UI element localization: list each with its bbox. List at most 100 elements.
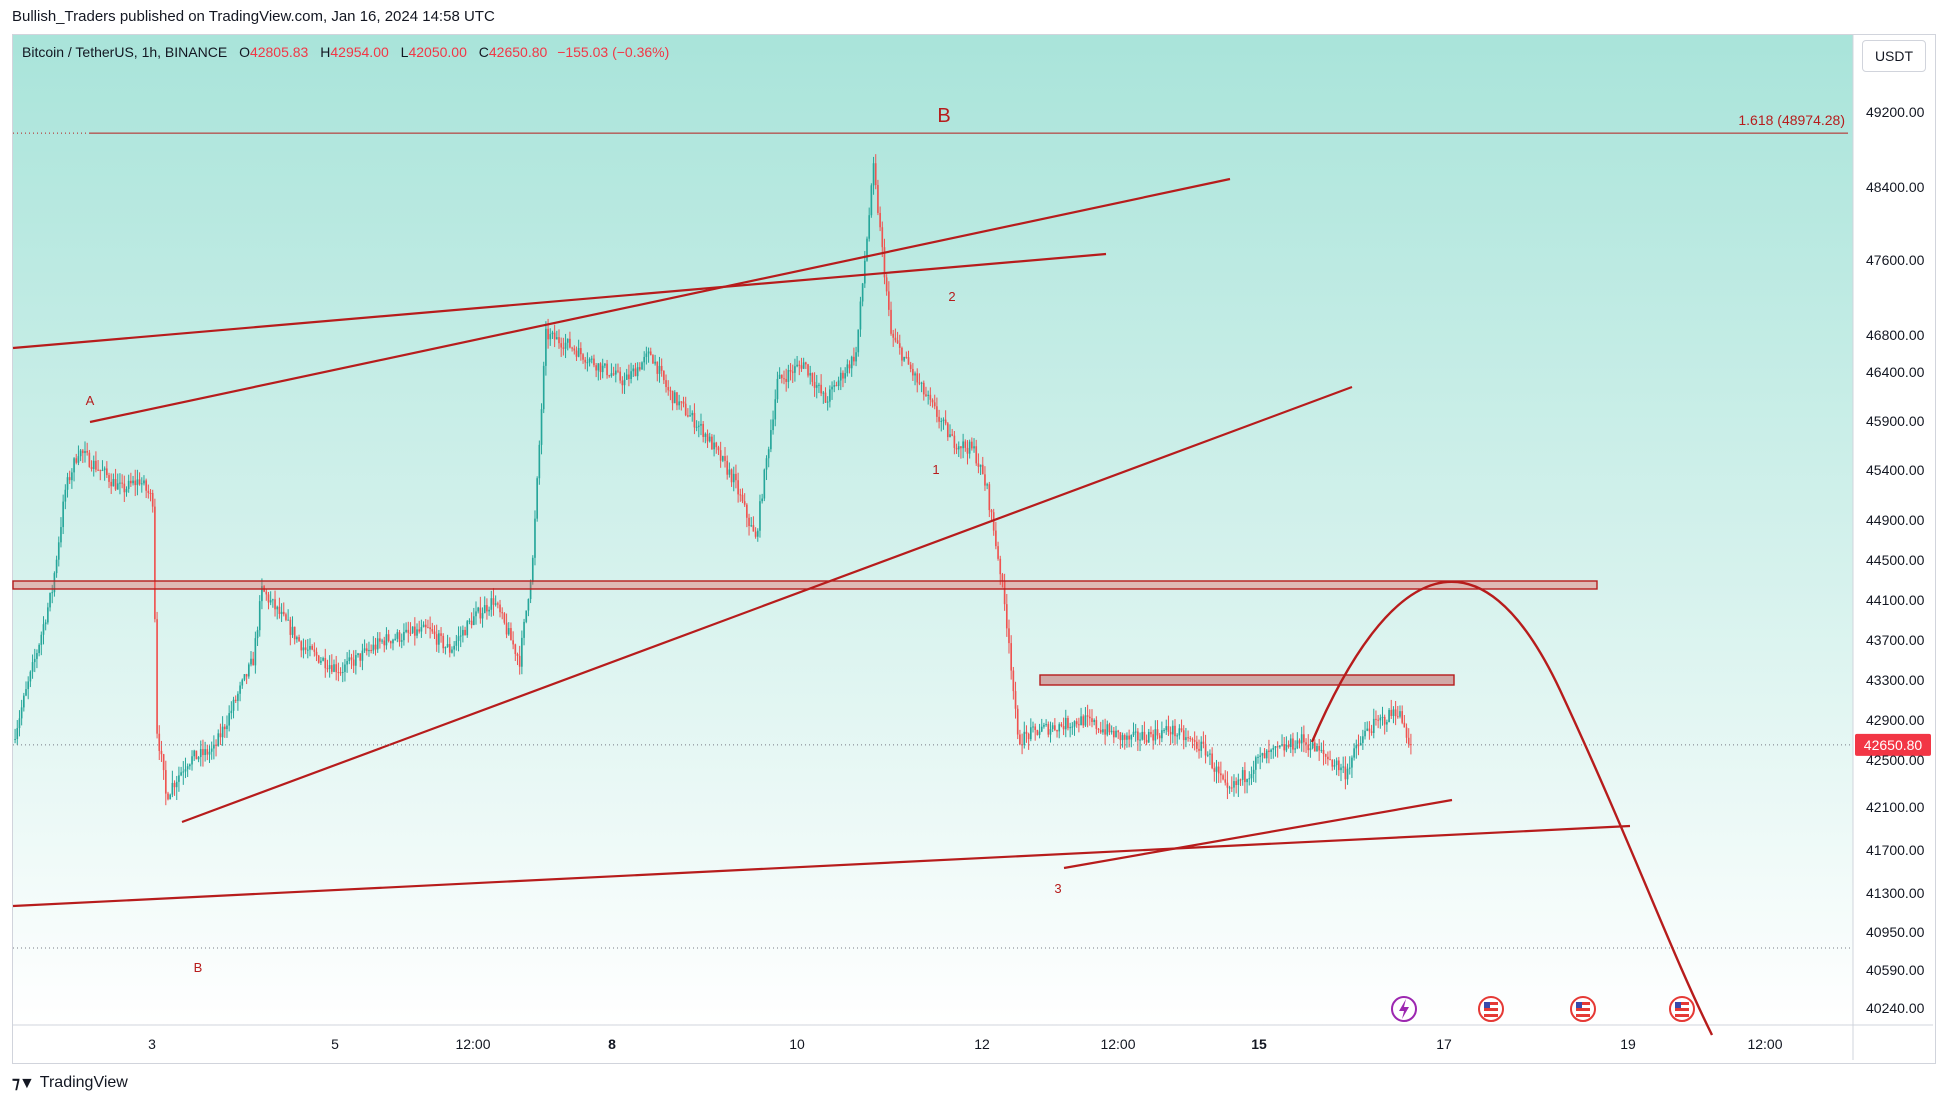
candle-body bbox=[964, 441, 967, 448]
price-tick-label: 40240.00 bbox=[1866, 1000, 1925, 1016]
candle-body bbox=[1174, 725, 1176, 737]
candle-body bbox=[590, 358, 593, 360]
candle-body bbox=[143, 480, 145, 484]
candle-body bbox=[634, 368, 637, 377]
candles-layer bbox=[14, 154, 1412, 806]
candle-body bbox=[1379, 717, 1382, 721]
candle-body bbox=[580, 348, 582, 355]
candle-body bbox=[1008, 628, 1010, 644]
candle-body bbox=[940, 420, 943, 422]
candle-body bbox=[287, 619, 289, 621]
candle-body bbox=[51, 592, 54, 594]
candle-body bbox=[73, 458, 75, 473]
upper-trendline bbox=[12, 252, 1107, 350]
candle-body bbox=[588, 358, 591, 363]
footer-brand[interactable]: ⁊▼ TradingView bbox=[12, 1073, 128, 1093]
candle-body bbox=[1239, 779, 1242, 781]
candle-body bbox=[881, 227, 884, 248]
news-bolt-icon[interactable] bbox=[1391, 996, 1417, 1022]
candle-body bbox=[732, 473, 735, 483]
candle-body bbox=[868, 215, 871, 239]
candle-body bbox=[1377, 719, 1379, 721]
candle-body bbox=[888, 291, 890, 310]
time-tick-label: 3 bbox=[148, 1036, 156, 1052]
flag-stripe bbox=[1576, 1002, 1590, 1005]
candle-body bbox=[1353, 748, 1355, 758]
candle-body bbox=[521, 637, 523, 667]
candle-body bbox=[890, 309, 892, 334]
candle-body bbox=[839, 372, 842, 381]
candle-body bbox=[1134, 731, 1137, 733]
us-flag-icon[interactable] bbox=[1478, 996, 1504, 1022]
candle-body bbox=[1108, 724, 1111, 733]
candle-body bbox=[219, 733, 222, 738]
candle-body bbox=[687, 415, 689, 417]
candle-body bbox=[750, 525, 753, 527]
candle-body bbox=[289, 619, 292, 635]
candle-body bbox=[1178, 728, 1181, 736]
candle-body bbox=[267, 594, 270, 603]
candle-body bbox=[1333, 765, 1336, 767]
candle-body bbox=[767, 449, 770, 459]
candle-body bbox=[258, 601, 261, 631]
candle-body bbox=[545, 328, 547, 366]
candle-body bbox=[1075, 721, 1078, 725]
candle-body bbox=[440, 633, 442, 636]
us-flag-icon[interactable] bbox=[1570, 996, 1596, 1022]
candle-body bbox=[285, 614, 287, 620]
candle-body bbox=[1254, 757, 1257, 770]
candle-body bbox=[405, 629, 407, 632]
candle-body bbox=[459, 635, 462, 637]
candle-body bbox=[300, 641, 303, 651]
candle-body bbox=[372, 644, 375, 651]
candle-body bbox=[333, 664, 335, 672]
candle-body bbox=[981, 464, 984, 475]
candle-body bbox=[210, 748, 213, 752]
candle-body bbox=[575, 350, 578, 357]
candle-body bbox=[1180, 728, 1183, 731]
candle-body bbox=[1147, 731, 1150, 743]
candle-body bbox=[625, 374, 628, 380]
candle-body bbox=[31, 662, 34, 672]
candle-body bbox=[199, 749, 202, 758]
candle-body bbox=[870, 185, 873, 216]
candle-body bbox=[1359, 742, 1362, 746]
candle-body bbox=[885, 277, 888, 292]
candle-body bbox=[335, 664, 338, 673]
candle-body bbox=[617, 370, 619, 372]
candle-body bbox=[892, 333, 895, 338]
price-tick-label: 42900.00 bbox=[1866, 712, 1925, 728]
close-label: C bbox=[478, 44, 489, 60]
event-icons[interactable] bbox=[1391, 996, 1695, 1022]
candle-body bbox=[765, 458, 768, 470]
candle-body bbox=[18, 718, 21, 729]
plot-background bbox=[13, 35, 1853, 1025]
candle-body bbox=[326, 668, 329, 670]
candle-body bbox=[796, 364, 798, 367]
candle-body bbox=[462, 629, 464, 636]
candle-body bbox=[695, 426, 698, 428]
flag-canton bbox=[1576, 1002, 1582, 1008]
high-label: H bbox=[320, 44, 331, 60]
candle-body bbox=[1390, 709, 1393, 716]
candle-body bbox=[490, 598, 493, 610]
candle-body bbox=[678, 401, 680, 406]
candle-body bbox=[151, 493, 154, 507]
candle-body bbox=[1005, 604, 1008, 629]
candle-body bbox=[966, 447, 969, 454]
candle-body bbox=[470, 620, 473, 626]
candle-body bbox=[507, 628, 510, 635]
candle-body bbox=[518, 655, 521, 667]
candle-body bbox=[1228, 787, 1231, 789]
candle-body bbox=[22, 695, 25, 708]
candle-body bbox=[787, 370, 790, 382]
us-flag-icon[interactable] bbox=[1669, 996, 1695, 1022]
candle-body bbox=[1386, 722, 1388, 725]
candle-body bbox=[1154, 729, 1157, 741]
candle-body bbox=[1137, 731, 1139, 741]
candle-body bbox=[610, 373, 613, 377]
candle-body bbox=[265, 591, 268, 595]
currency-unit-button[interactable]: USDT bbox=[1862, 40, 1926, 72]
candle-body bbox=[673, 392, 676, 404]
